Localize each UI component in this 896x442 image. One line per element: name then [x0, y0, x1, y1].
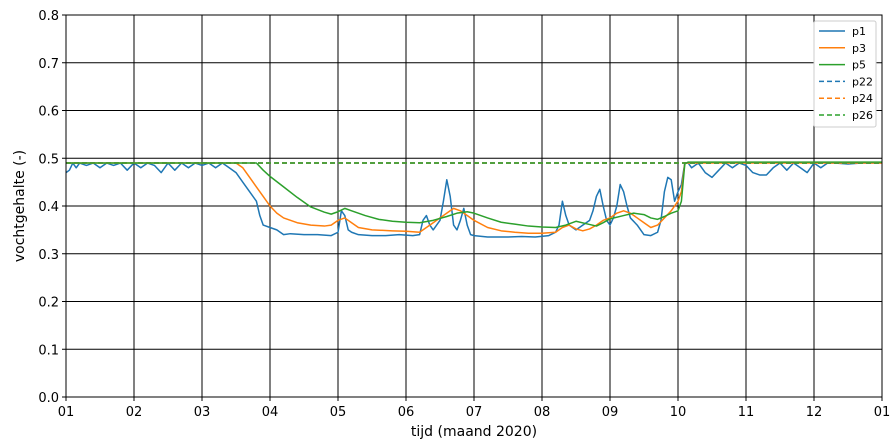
y-tick-label: 0.5 [38, 152, 59, 167]
x-tick-label: 07 [466, 405, 483, 420]
legend-label-p22: p22 [852, 75, 873, 88]
x-tick-label: 10 [670, 405, 687, 420]
x-tick-label: 11 [738, 405, 755, 420]
series-line-p5 [66, 161, 882, 229]
y-tick-label: 0.6 [38, 105, 59, 120]
legend-label-p1: p1 [852, 25, 866, 38]
x-axis-label: tijd (maand 2020) [411, 424, 537, 440]
legend-label-p26: p26 [852, 109, 873, 122]
x-tick-label: 09 [602, 405, 619, 420]
legend-label-p3: p3 [852, 42, 866, 55]
legend-label-p24: p24 [852, 92, 873, 105]
x-tick-label: 01 [874, 405, 891, 420]
series-line-p1 [65, 162, 882, 238]
series-line-p3 [66, 162, 882, 234]
x-tick-label: 01 [58, 405, 75, 420]
x-tick-label: 06 [398, 405, 415, 420]
x-tick-label: 12 [806, 405, 823, 420]
legend-label-p5: p5 [852, 59, 866, 72]
x-tick-label: 03 [194, 405, 211, 420]
legend: p1 p3 p5 p22 p24 p26 [813, 20, 877, 128]
y-tick-label: 0.4 [38, 200, 59, 215]
x-tick-label: 05 [330, 405, 347, 420]
x-axis-ticks: 01 02 03 04 05 06 07 08 09 10 11 12 01 [58, 397, 891, 420]
y-tick-label: 0.2 [38, 296, 59, 311]
y-axis-ticks: 0.0 0.1 0.2 0.3 0.4 0.5 0.6 0.7 0.8 [38, 9, 66, 406]
x-tick-label: 08 [534, 405, 551, 420]
y-tick-label: 0.1 [38, 343, 59, 358]
y-tick-label: 0.8 [38, 9, 59, 24]
x-tick-label: 02 [126, 405, 143, 420]
y-tick-label: 0.3 [38, 248, 59, 263]
y-axis-label: vochtgehalte (-) [12, 150, 28, 262]
x-tick-label: 04 [262, 405, 279, 420]
y-tick-label: 0.7 [38, 57, 59, 72]
series-layer [65, 161, 882, 238]
y-tick-label: 0.0 [38, 391, 59, 406]
